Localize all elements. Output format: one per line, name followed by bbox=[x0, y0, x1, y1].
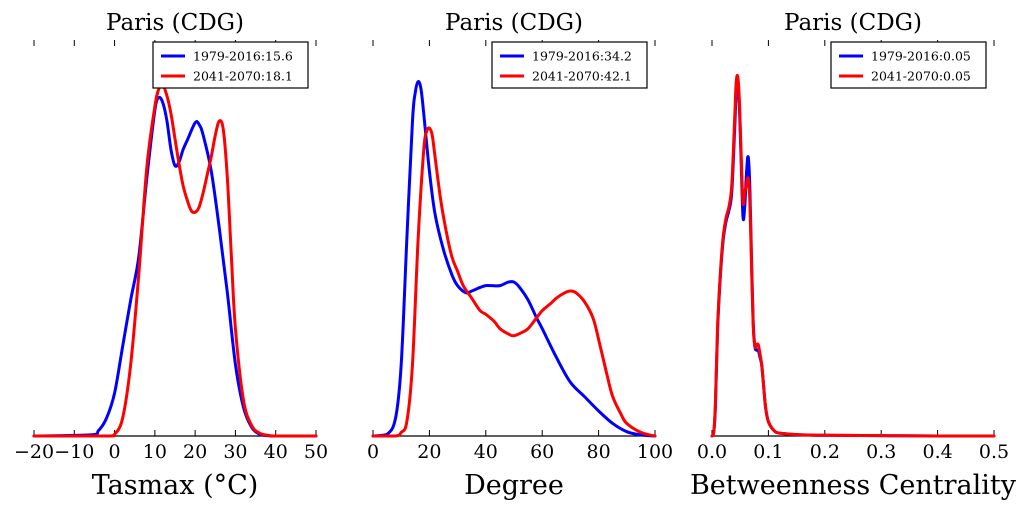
x-tick-label: 60 bbox=[530, 441, 554, 463]
series-line-future bbox=[32, 83, 318, 438]
legend-box bbox=[152, 41, 309, 89]
x-axis-label: Tasmax (°C) bbox=[92, 470, 259, 501]
x-tick-label: 0.5 bbox=[979, 441, 1009, 463]
x-tick-label: 40 bbox=[474, 441, 498, 463]
series-line-historical bbox=[710, 82, 996, 438]
x-tick-label: 30 bbox=[223, 441, 247, 463]
legend-label: 2041-2070:42.1 bbox=[532, 69, 632, 84]
x-tick-label: 0 bbox=[109, 441, 121, 463]
legend-label: 2041-2070:0.05 bbox=[871, 69, 971, 84]
x-tick-label: 0.3 bbox=[866, 441, 896, 463]
legend-label: 2041-2070:18.1 bbox=[193, 69, 293, 84]
x-tick-label: 40 bbox=[264, 441, 288, 463]
legend: 1979-2016:15.6 2041-2070:18.1 bbox=[152, 41, 309, 89]
x-tick-label: 20 bbox=[183, 441, 207, 463]
chart-panel-1: Paris (CDG) −20 −10 0 10 20 30 40 50 Tasmax (°C) 1… bbox=[14, 10, 328, 501]
series-line-future bbox=[710, 73, 996, 438]
legend: 1979-2016:0.05 2041-2070:0.05 bbox=[830, 41, 987, 89]
legend: 1979-2016:34.2 2041-2070:42.1 bbox=[491, 41, 648, 89]
x-tick-label: 10 bbox=[143, 441, 167, 463]
series-line-future bbox=[371, 126, 657, 438]
x-axis-label: Betweenness Centrality bbox=[690, 470, 1017, 501]
x-tick-label: 50 bbox=[304, 441, 328, 463]
x-tick-label: −10 bbox=[54, 441, 94, 463]
legend-label: 1979-2016:0.05 bbox=[871, 49, 971, 64]
x-axis-label: Degree bbox=[464, 470, 564, 501]
x-tick-label: 100 bbox=[637, 441, 673, 463]
chart-panel-3: Paris (CDG) 0.0 0.1 0.2 0.3 0.4 0.5 Betweenness… bbox=[690, 10, 1017, 501]
x-tick-label: 0 bbox=[367, 441, 379, 463]
x-tick-label: 0.0 bbox=[697, 441, 727, 463]
x-tick-label: 0.4 bbox=[922, 441, 952, 463]
series-line-historical bbox=[371, 79, 657, 438]
x-tick-label: 0.2 bbox=[810, 441, 840, 463]
x-tick-label: 20 bbox=[417, 441, 441, 463]
legend-label: 1979-2016:34.2 bbox=[532, 49, 632, 64]
chart-title: Paris (CDG) bbox=[445, 10, 583, 36]
legend-box bbox=[491, 41, 648, 89]
chart-title: Paris (CDG) bbox=[106, 10, 244, 36]
x-tick-label: −20 bbox=[14, 441, 54, 463]
x-tick-label: 0.1 bbox=[753, 441, 783, 463]
legend-label: 1979-2016:15.6 bbox=[193, 49, 293, 64]
chart-panel-2: Paris (CDG) 0 20 40 60 80 100 Degree 1979-2016:3… bbox=[367, 10, 673, 501]
x-tick-label: 80 bbox=[587, 441, 611, 463]
legend-box bbox=[830, 41, 987, 89]
chart-title: Paris (CDG) bbox=[784, 10, 922, 36]
